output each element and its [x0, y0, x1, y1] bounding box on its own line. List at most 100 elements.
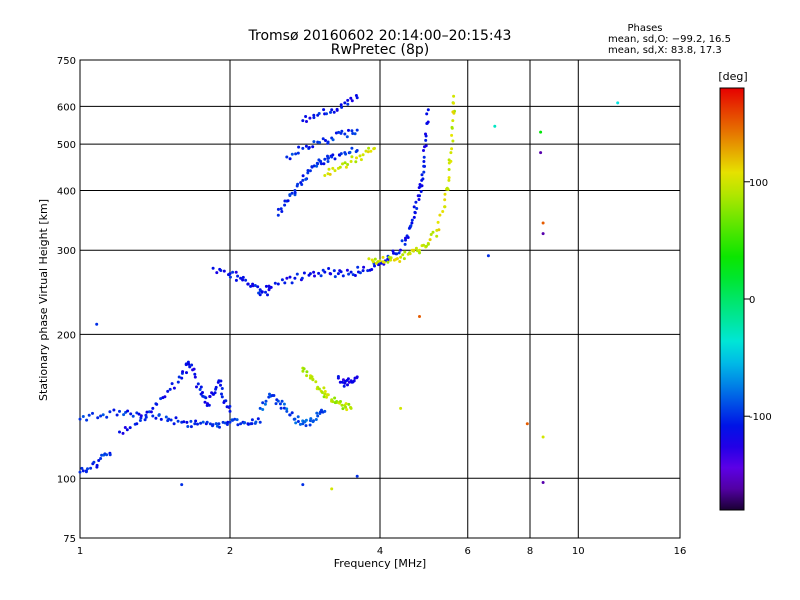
echo-point [443, 205, 447, 209]
echo-point [421, 177, 425, 181]
x-tick-label: 16 [674, 546, 687, 557]
chart-subtitle: RwPretec (8p) [331, 42, 429, 58]
echo-point [378, 259, 382, 263]
echo-point [276, 399, 280, 403]
echo-point [323, 392, 327, 396]
echo-point [180, 483, 184, 487]
echo-point [157, 413, 161, 417]
echo-point [128, 426, 132, 430]
echo-point [283, 203, 287, 207]
echo-point [317, 271, 321, 275]
echo-point [208, 422, 212, 426]
echo-point [316, 162, 320, 166]
x-tick-label: 10 [572, 546, 585, 557]
echo-point [359, 158, 363, 162]
echo-point [138, 419, 142, 422]
echo-point [239, 422, 243, 426]
echo-point [228, 275, 232, 279]
echo-point [327, 156, 330, 160]
echo-point [297, 145, 301, 149]
echo-point [340, 403, 344, 407]
echo-point [431, 230, 435, 234]
echo-point [305, 370, 309, 374]
echo-point [410, 218, 414, 222]
echo-point [401, 253, 405, 257]
echo-point [333, 275, 337, 279]
echo-point [312, 113, 316, 117]
echo-point [199, 385, 203, 389]
echo-point [95, 322, 99, 326]
echo-point [327, 167, 331, 171]
echo-point [397, 251, 401, 255]
echo-point [447, 158, 451, 162]
echo-point [290, 191, 294, 195]
echo-point [322, 108, 326, 112]
echo-point [422, 160, 426, 163]
echo-point [319, 159, 323, 163]
echo-point [346, 383, 349, 387]
echo-point [219, 379, 223, 383]
echo-point [381, 255, 385, 259]
echo-point [331, 400, 335, 404]
echo-point [361, 269, 365, 273]
echo-point [276, 282, 280, 286]
echo-point [422, 155, 426, 159]
echo-point [302, 271, 306, 275]
echo-point [108, 410, 112, 414]
echo-point [349, 406, 353, 410]
echo-point [324, 139, 327, 142]
echo-point [436, 220, 440, 224]
y-tick-label: 600 [57, 102, 76, 113]
echo-point [234, 278, 238, 282]
echo-point [312, 270, 316, 274]
echo-point [203, 400, 207, 404]
echo-point [382, 260, 386, 264]
echo-point [264, 290, 267, 294]
echo-point [170, 382, 174, 386]
echo-point [196, 422, 199, 426]
echo-point [419, 190, 423, 193]
x-tick-label: 6 [465, 546, 471, 557]
x-axis-label: Frequency [MHz] [334, 557, 426, 570]
echo-point [301, 369, 305, 373]
echo-point [342, 384, 346, 388]
echo-point [163, 395, 167, 399]
echo-point [144, 415, 148, 419]
echo-point [349, 96, 353, 100]
echo-point [308, 272, 312, 276]
echo-point [288, 413, 292, 417]
echo-point [418, 184, 422, 188]
y-tick-label: 75 [63, 534, 76, 545]
echo-point [223, 421, 227, 425]
echo-point [347, 272, 351, 276]
echo-point [285, 276, 289, 280]
echo-point [254, 420, 258, 424]
echo-point [211, 423, 215, 427]
echo-point [424, 244, 428, 248]
echo-point [99, 414, 103, 418]
echo-point [443, 192, 447, 196]
echo-point [296, 415, 300, 419]
echo-point [312, 140, 316, 144]
echo-point [395, 257, 399, 261]
echo-point [261, 401, 265, 405]
echo-point [338, 380, 342, 384]
echo-point [108, 453, 112, 457]
y-tick-label: 300 [57, 246, 76, 257]
echo-point [314, 380, 318, 384]
echo-point [131, 414, 135, 418]
echo-point [272, 394, 276, 397]
echo-point [312, 116, 316, 120]
echo-point [301, 178, 305, 182]
echo-point [312, 419, 315, 423]
echo-point [286, 199, 290, 203]
echo-point [330, 487, 334, 491]
echo-point [296, 151, 300, 155]
echo-point [403, 242, 407, 246]
echo-point [371, 260, 375, 264]
echo-point [224, 399, 228, 403]
echo-point [452, 94, 456, 98]
echo-point [331, 166, 335, 170]
echo-point [195, 385, 198, 389]
echo-point [346, 98, 350, 102]
